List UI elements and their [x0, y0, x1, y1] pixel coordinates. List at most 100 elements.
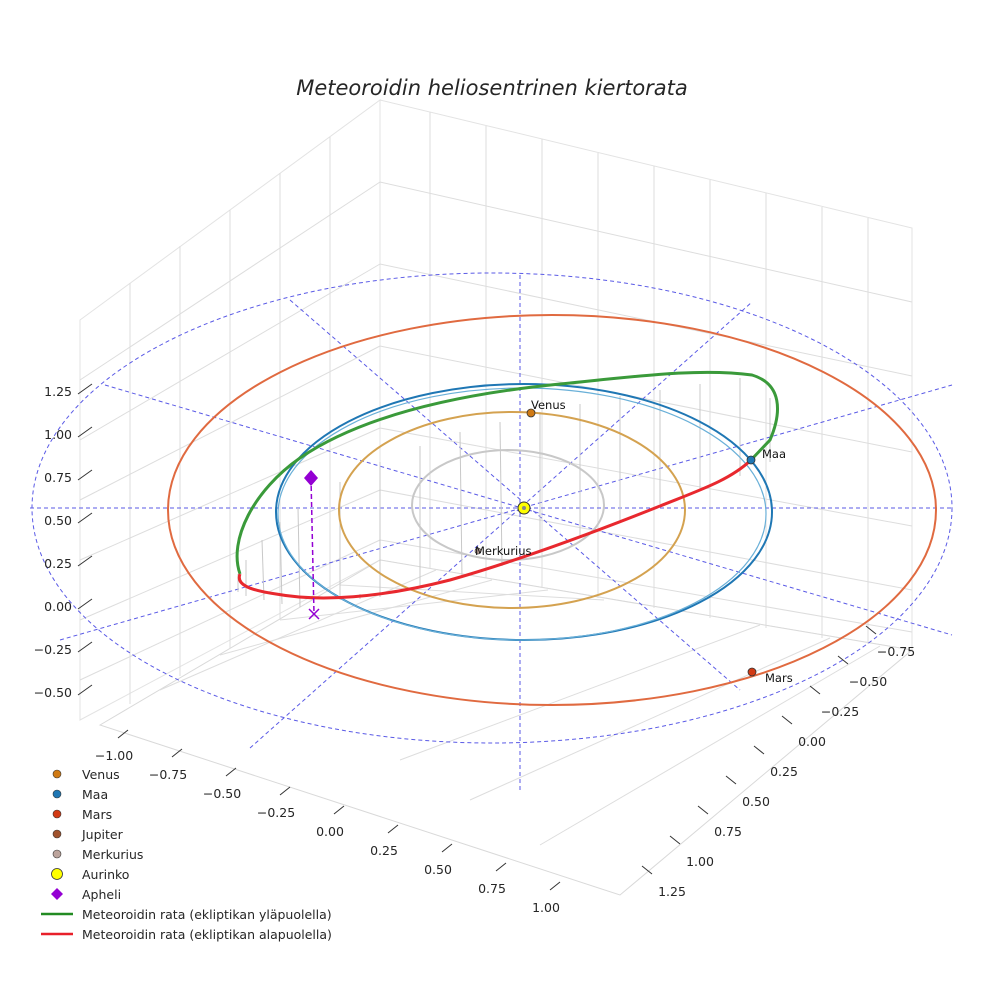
y-tick-label: 0.00	[798, 734, 826, 749]
legend-label: Maa	[82, 786, 109, 802]
z-tick-mark	[77, 512, 93, 524]
legend-label: Apheli	[82, 886, 122, 902]
legend-label: Meteoroidin rata (ekliptikan yläpuolella…	[82, 906, 332, 922]
x-tick-label: 0.00	[316, 824, 344, 839]
legend-item: Aurinko	[40, 864, 332, 884]
z-tick-label: −0.50	[34, 685, 72, 700]
mercury-orbit	[411, 449, 605, 561]
x-tick-label: −1.00	[95, 748, 133, 763]
legend-symbol-icon	[40, 787, 74, 801]
y-tick-mark	[753, 745, 765, 755]
legend-label: Venus	[82, 766, 120, 782]
meteoroid-orbit	[235, 370, 779, 600]
y-tick-label: −0.75	[877, 644, 915, 659]
y-tick-label: 0.25	[770, 764, 798, 779]
x-tick-mark	[171, 748, 183, 758]
aphelion-ecliptic-marker	[308, 608, 320, 620]
z-tick-label: 0.50	[44, 513, 72, 528]
chart-legend: Venus Maa Mars Jupiter Merkurius Aurinko Aphel…	[40, 764, 332, 944]
venus-point	[526, 408, 536, 418]
x-tick-mark	[495, 862, 507, 872]
z-tick-mark	[77, 641, 93, 653]
x-tick-label: 0.75	[478, 881, 506, 896]
legend-symbol-icon	[40, 887, 74, 901]
z-tick-mark	[77, 555, 93, 567]
y-tick-mark	[641, 865, 653, 875]
z-tick-mark	[77, 469, 93, 481]
x-axis-ticks: −1.00 −0.75 −0.50 −0.25 0.00 0.25 0.50 0.75 1.00	[95, 729, 561, 915]
z-tick-mark	[77, 684, 93, 696]
chart-title: Meteoroidin heliosentrinen kiertorata	[296, 76, 688, 100]
legend-item: Venus	[40, 764, 332, 784]
legend-symbol-icon	[40, 827, 74, 841]
mars-orbit	[167, 314, 937, 706]
earth-point	[746, 455, 756, 465]
legend-item: Jupiter	[40, 824, 332, 844]
z-tick-mark	[77, 426, 93, 438]
y-tick-mark	[725, 775, 737, 785]
z-tick-mark	[77, 598, 93, 610]
legend-item: Meteoroidin rata (ekliptikan yläpuolella…	[40, 904, 332, 924]
sun-core	[522, 506, 526, 510]
planet-orbits	[167, 314, 937, 706]
legend-item: Apheli	[40, 884, 332, 904]
y-tick-label: 0.50	[742, 794, 770, 809]
legend-item: Maa	[40, 784, 332, 804]
z-axis-ticks: 1.25 1.00 0.75 0.50 0.25 0.00 −0.25 −0.50	[34, 383, 93, 700]
x-tick-mark	[117, 729, 129, 739]
earth-label: Maa	[762, 447, 786, 461]
y-tick-mark	[809, 685, 821, 695]
legend-label: Mars	[82, 806, 113, 822]
mars-point	[747, 667, 757, 677]
ecliptic-diagonal-1	[289, 299, 741, 691]
legend-label: Merkurius	[82, 846, 144, 862]
legend-symbol-icon	[40, 907, 74, 921]
x-tick-mark	[333, 805, 345, 815]
venus-label: Venus	[531, 398, 566, 412]
body-labels: Venus Maa Mars Merkurius	[475, 398, 793, 685]
x-tick-mark	[441, 843, 453, 853]
y-tick-label: 1.00	[686, 854, 714, 869]
drop-line	[499, 421, 503, 567]
mercury-label: Merkurius	[475, 544, 532, 558]
y-tick-label: −0.50	[849, 674, 887, 689]
mars-label: Mars	[765, 671, 793, 685]
legend-label: Jupiter	[82, 826, 123, 842]
z-tick-label: 0.00	[44, 599, 72, 614]
y-tick-mark	[669, 835, 681, 845]
legend-symbol-icon	[40, 767, 74, 781]
x-tick-mark	[279, 786, 291, 796]
legend-symbol-icon	[40, 867, 74, 881]
x-tick-mark	[549, 881, 561, 891]
y-tick-mark	[837, 655, 849, 665]
y-tick-label: −0.25	[821, 704, 859, 719]
legend-symbol-icon	[40, 847, 74, 861]
drop-line	[261, 539, 265, 601]
aphelion-drop	[308, 477, 320, 620]
y-tick-label: 0.75	[714, 824, 742, 839]
z-tick-mark	[77, 383, 93, 395]
z-tick-label: −0.25	[34, 642, 72, 657]
x-tick-label: 1.00	[532, 900, 560, 915]
z-tick-label: 0.75	[44, 470, 72, 485]
legend-label: Aurinko	[82, 866, 130, 882]
legend-label: Meteoroidin rata (ekliptikan alapuolella…	[82, 926, 332, 942]
venus-orbit	[338, 411, 686, 609]
legend-item: Merkurius	[40, 844, 332, 864]
legend-item: Mars	[40, 804, 332, 824]
aphelion-point	[304, 470, 318, 486]
x-tick-label: −0.75	[149, 767, 187, 782]
x-tick-label: 0.50	[424, 862, 452, 877]
body-markers	[304, 408, 757, 677]
meteoroid-orbit-above	[235, 370, 779, 575]
x-tick-label: −0.25	[257, 805, 295, 820]
x-tick-mark	[387, 824, 399, 834]
x-tick-label: 0.25	[370, 843, 398, 858]
legend-symbol-icon	[40, 807, 74, 821]
x-tick-label: −0.50	[203, 786, 241, 801]
y-tick-mark	[865, 625, 877, 635]
legend-item: Meteoroidin rata (ekliptikan alapuolella…	[40, 924, 332, 944]
z-tick-label: 1.00	[44, 427, 72, 442]
legend-symbol-icon	[40, 927, 74, 941]
